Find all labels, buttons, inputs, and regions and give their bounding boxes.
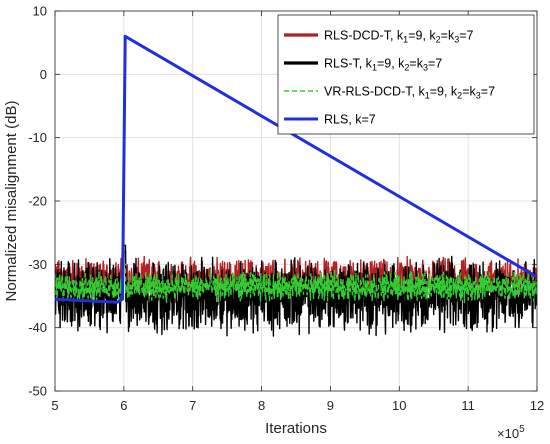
legend-text-part: =9, k	[408, 29, 436, 43]
legend-subscript: 1	[403, 35, 408, 45]
legend-text-part: =9, k	[430, 85, 458, 99]
legend-subscript: 1	[372, 63, 377, 73]
x-exponent-base: ×10	[497, 426, 519, 441]
x-tick-label: 6	[120, 398, 127, 413]
y-tick-label: 0	[40, 67, 47, 82]
y-tick-label: 10	[33, 4, 47, 19]
legend-subscript: 3	[476, 91, 481, 101]
legend-text-part: RLS-DCD-T, k	[324, 29, 404, 43]
legend-entry-1: RLS-T, k1=9, k2=k3=7	[324, 57, 442, 73]
x-exponent-power: 5	[519, 424, 525, 435]
y-tick-label: -10	[28, 130, 47, 145]
x-axis-label: Iterations	[265, 420, 327, 437]
legend-text-part: VR-RLS-DCD-T, k	[324, 85, 425, 99]
series-layer	[55, 34, 537, 337]
legend-text-part: RLS, k=7	[324, 113, 376, 127]
x-tick-label: 11	[461, 398, 475, 413]
y-tick-label: -20	[28, 194, 47, 209]
legend-subscript: 3	[454, 35, 459, 45]
legend-text-part: RLS-T, k	[324, 57, 373, 71]
x-exponent-label: ×105	[497, 424, 525, 441]
x-tick-label: 7	[189, 398, 196, 413]
y-axis-label: Normalized misalignment (dB)	[3, 101, 20, 302]
y-tick-label: -30	[28, 257, 47, 272]
legend-text-part: =7	[481, 85, 495, 99]
legend-subscript: 3	[423, 63, 428, 73]
legend-entry-3: RLS, k=7	[324, 113, 376, 127]
y-tick-label: -50	[28, 384, 47, 399]
legend-subscript: 2	[457, 91, 462, 101]
legend-text-part: =7	[428, 57, 442, 71]
x-tick-label: 12	[530, 398, 544, 413]
x-tick-label: 9	[327, 398, 334, 413]
legend-text-part: =9, k	[377, 57, 405, 71]
series-line-2	[55, 263, 537, 304]
x-tick-label: 10	[392, 398, 406, 413]
legend-text-part: =k	[441, 29, 455, 43]
legend-text-part: =k	[409, 57, 423, 71]
x-tick-label: 8	[258, 398, 265, 413]
legend-box	[277, 14, 535, 135]
legend-entry-2: VR-RLS-DCD-T, k1=9, k2=k3=7	[324, 85, 495, 101]
legend-subscript: 1	[425, 91, 430, 101]
legend-entry-0: RLS-DCD-T, k1=9, k2=k3=7	[324, 29, 474, 45]
legend-subscript: 2	[436, 35, 441, 45]
legend-subscript: 2	[404, 63, 409, 73]
series-line-3	[55, 34, 537, 304]
legend-text-part: =7	[459, 29, 473, 43]
x-tick-label: 5	[51, 398, 58, 413]
y-tick-label: -40	[28, 320, 47, 335]
legend-text-part: =k	[462, 85, 476, 99]
